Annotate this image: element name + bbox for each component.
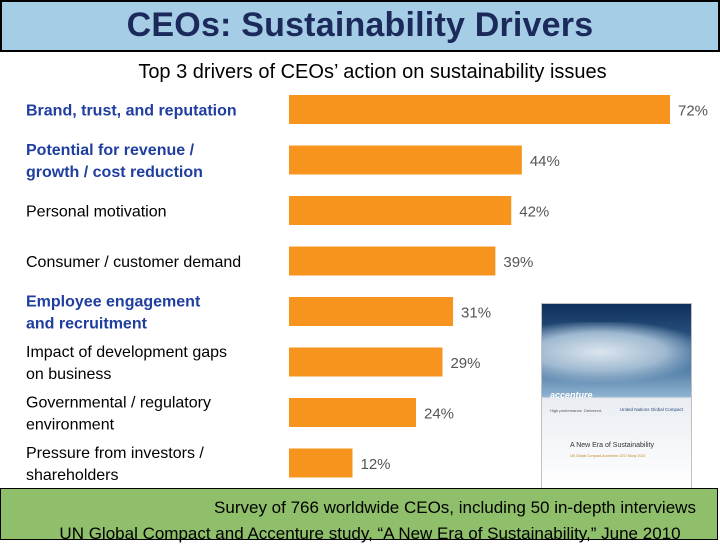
- data-label-5: 31%: [461, 305, 491, 322]
- cover-sky: [542, 322, 691, 382]
- bar-5: [289, 297, 454, 326]
- bar-chart: 72% Brand, trust, and reputation 44% Potent…: [26, 95, 708, 484]
- bar-4: [289, 246, 496, 276]
- chart-title: Top 3 drivers of CEOs’ action on sustain…: [138, 61, 607, 83]
- data-label-7: 24%: [424, 406, 454, 423]
- cover-title: A New Era of Sustainability: [570, 442, 655, 449]
- bar-1: [289, 95, 670, 124]
- title-bar: CEOs: Sustainability Drivers: [0, 0, 720, 52]
- category-label-7: Governmental / regulatory environment: [26, 395, 211, 434]
- category-label-3: Personal motivation: [26, 204, 167, 221]
- cover-brand: accenture: [550, 390, 593, 400]
- data-label-1: 72%: [678, 103, 708, 120]
- footer-source-note: UN Global Compact and Accenture study, “…: [59, 524, 681, 543]
- bar-2: [289, 145, 522, 175]
- bar-7: [289, 398, 416, 427]
- cover-partner: United Nations Global Compact: [620, 407, 684, 412]
- cover-subtitle: UN Global Compact-Accenture CEO Study 20…: [570, 454, 646, 458]
- category-label-4: Consumer / customer demand: [26, 254, 241, 271]
- category-label-1: Brand, trust, and reputation: [26, 103, 237, 120]
- data-label-4: 39%: [503, 254, 533, 271]
- report-cover-image: accenture High performance. Delivered. U…: [541, 303, 692, 490]
- category-label-8: Pressure from investors / shareholders: [26, 445, 204, 484]
- bar-6: [289, 347, 443, 377]
- category-label-5: Employee engagement and recruitment: [26, 294, 201, 333]
- data-label-2: 44%: [530, 153, 560, 170]
- category-label-6: Impact of development gaps on business: [26, 344, 227, 383]
- footer-bar: Survey of 766 worldwide CEOs, including …: [0, 488, 718, 543]
- category-label-2: Potential for revenue / growth / cost red…: [26, 142, 203, 181]
- bar-8: [289, 448, 353, 478]
- slide-title: CEOs: Sustainability Drivers: [126, 6, 594, 44]
- data-label-3: 42%: [519, 204, 549, 221]
- cover-tagline: High performance. Delivered.: [550, 408, 603, 413]
- data-label-8: 12%: [361, 456, 391, 473]
- footer-survey-note: Survey of 766 worldwide CEOs, including …: [214, 498, 696, 517]
- data-label-6: 29%: [450, 355, 480, 372]
- bar-3: [289, 196, 512, 225]
